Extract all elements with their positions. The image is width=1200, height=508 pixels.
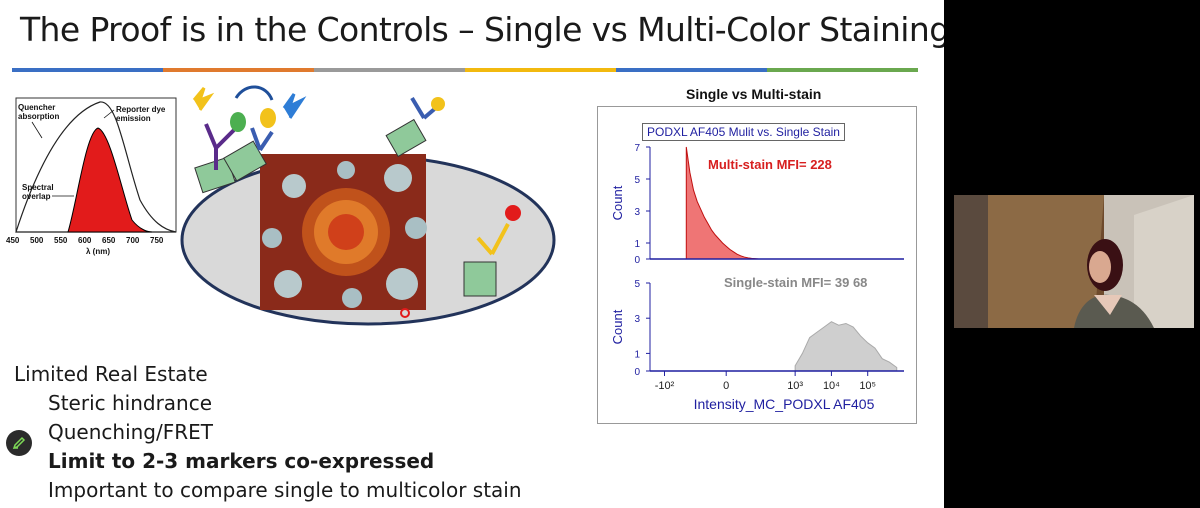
pen-annotation-button[interactable] [6,430,32,456]
x-axis-label: λ (nm) [86,247,110,256]
bullet-main: Limited Real Estate [14,362,208,386]
x-axis-label: Intensity_MC_PODXL AF405 [694,396,875,412]
presenter-video [954,195,1194,328]
y-tick-label: 3 [634,314,640,325]
quencher-absorption-curve [15,101,177,233]
quencher-label-1: Quencher [18,103,55,112]
single-stain-annotation: Single-stain MFI= 39 68 [724,275,867,290]
reporter-label-1: Reporter dye [116,105,166,114]
multi-stain-annotation: Multi-stain MFI= 228 [708,157,832,172]
x-tick-label: 10⁵ [859,380,876,392]
bullet-item: Quenching/FRET [48,420,213,444]
histogram-chart: 0 1 3 5 7 Count Multi-stain MFI= 228 0 1 3 5 Count S… [610,143,904,412]
x-tick-label: 750 [150,236,164,245]
laser-pointer-dot [400,308,410,318]
fret-spectra-plot: Quencher absorption Reporter dye emissio… [6,97,177,256]
single-stain-series [794,321,898,372]
antibody-left [192,85,307,194]
x-tick-label: 10⁴ [823,380,840,392]
x-tick-label: 500 [30,236,44,245]
bullet-item: Steric hindrance [48,391,213,415]
cell-illustration [180,85,556,326]
y-tick-label: 1 [634,239,640,250]
y-axis-label: Count [610,185,625,220]
histogram-chart-box: 0 1 3 5 7 Count Multi-stain MFI= 228 0 1 3 5 Count S… [597,106,917,424]
x-tick-label: 550 [54,236,68,245]
y-tick-label: 0 [634,255,640,266]
webcam-panel [944,0,1200,508]
y-axis-label: Count [610,309,625,344]
reporter-label-2: emission [116,114,151,123]
divider-segment [616,68,767,72]
x-tick-label: 600 [78,236,92,245]
slide-title: The Proof is in the Controls – Single vs… [20,10,944,49]
x-tick-label: 10³ [787,380,803,392]
divider-segment [12,68,163,72]
multi-stain-series [685,146,759,260]
x-tick-label: -10² [655,380,675,392]
presentation-slide: The Proof is in the Controls – Single vs… [0,0,944,508]
overlap-label-1: Spectral [22,183,54,192]
y-tick-label: 1 [634,349,640,360]
chart-heading: Single vs Multi-stain [686,86,822,102]
chart-box-title: PODXL AF405 Mulit vs. Single Stain [642,123,845,141]
divider-segment [465,68,616,72]
y-tick-label: 5 [634,279,640,290]
divider-segment [314,68,465,72]
overlap-label-2: overlap [22,192,51,201]
quencher-label-2: absorption [18,112,59,121]
bullet-item: Important to compare single to multicolo… [48,478,522,502]
bullet-item: Limit to 2-3 markers co-expressed [48,449,435,473]
virus-image [260,154,427,310]
y-tick-label: 5 [634,175,640,186]
y-tick-label: 0 [634,367,640,378]
divider-segment [163,68,314,72]
x-tick-label: 0 [723,380,729,392]
x-tick-label: 650 [102,236,116,245]
y-tick-label: 3 [634,207,640,218]
antibody-right [463,205,521,297]
x-tick-label: 700 [126,236,140,245]
pencil-icon [12,436,26,450]
divider-segment [767,68,918,72]
x-tick-label: 450 [6,236,20,245]
y-tick-label: 7 [634,143,640,154]
reporter-emission-curve [67,127,153,233]
title-divider [12,68,918,72]
bullet-list: Limited Real Estate Steric hindrance Que… [14,360,614,505]
antibody-top-right [385,96,445,158]
